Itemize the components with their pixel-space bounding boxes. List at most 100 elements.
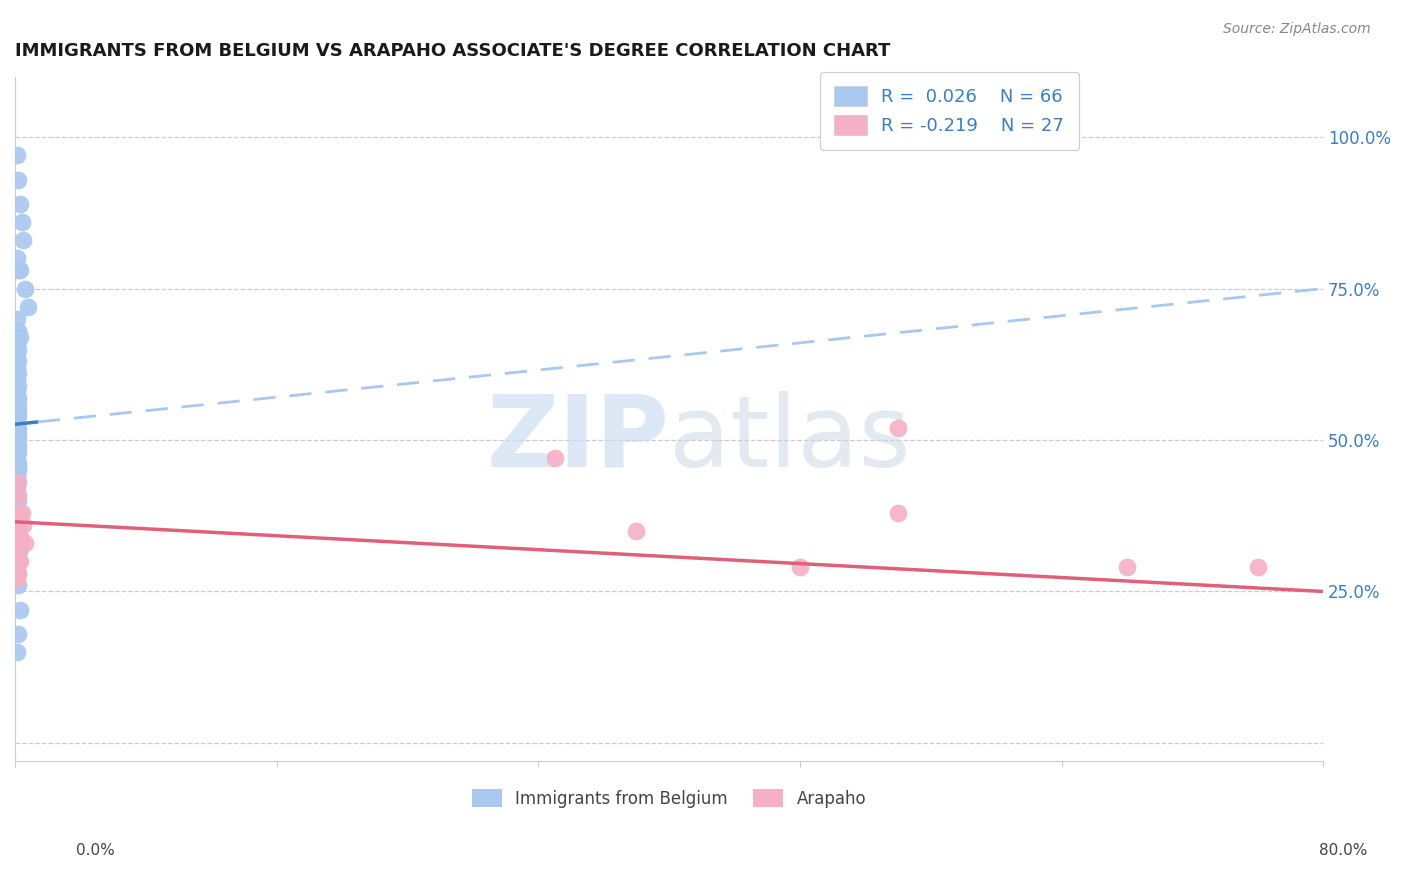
Point (10, 536, 32, 550)
Point (7, 536, 30, 550)
Point (11, 517, 34, 532)
Point (8, 506, 31, 520)
Point (7, 421, 30, 435)
Point (10, 506, 32, 520)
Point (6, 554, 28, 568)
Point (626, 524, 648, 538)
Point (8, 330, 31, 344)
Point (7, 439, 30, 453)
Point (6, 530, 28, 544)
Point (6, 415, 28, 429)
Point (6, 457, 28, 471)
Point (7, 475, 30, 490)
Text: atlas: atlas (669, 391, 911, 488)
Point (6, 427, 28, 442)
Point (8, 554, 31, 568)
Point (6, 252, 28, 266)
Point (1247, 560, 1270, 574)
Point (6, 482, 28, 496)
Point (6, 427, 28, 442)
Point (7, 354, 30, 368)
Point (887, 421, 910, 435)
Point (7, 554, 30, 568)
Point (7, 433, 30, 447)
Point (17, 300, 39, 314)
Point (6, 372, 28, 386)
Point (6, 463, 28, 477)
Point (1116, 560, 1139, 574)
Point (8, 196, 31, 211)
Point (7, 530, 30, 544)
Point (7, 627, 30, 641)
Point (6, 451, 28, 466)
Text: IMMIGRANTS FROM BELGIUM VS ARAPAHO ASSOCIATE'S DEGREE CORRELATION CHART: IMMIGRANTS FROM BELGIUM VS ARAPAHO ASSOC… (15, 42, 890, 60)
Point (6, 542, 28, 557)
Point (6, 566, 28, 581)
Legend: Immigrants from Belgium, Arapaho: Immigrants from Belgium, Arapaho (465, 782, 873, 814)
Point (6, 506, 28, 520)
Point (7, 391, 30, 405)
Point (7, 324, 30, 338)
Point (7, 445, 30, 459)
Point (6, 433, 28, 447)
Point (6, 469, 28, 483)
Point (11, 233, 34, 247)
Point (6, 391, 28, 405)
Point (14, 282, 37, 296)
Point (7, 378, 30, 392)
Text: Source: ZipAtlas.com: Source: ZipAtlas.com (1223, 22, 1371, 37)
Point (7, 457, 30, 471)
Point (8, 530, 31, 544)
Point (8, 542, 31, 557)
Point (7, 578, 30, 592)
Text: 0.0%: 0.0% (76, 843, 115, 858)
Point (7, 457, 30, 471)
Point (789, 560, 811, 574)
Point (7, 367, 30, 381)
Point (6, 348, 28, 362)
Point (8, 263, 31, 277)
Point (6, 475, 28, 490)
Point (6, 372, 28, 386)
Point (6, 433, 28, 447)
Point (6, 402, 28, 417)
Point (6, 573, 28, 587)
Point (7, 487, 30, 501)
Point (887, 506, 910, 520)
Point (7, 172, 30, 186)
Point (6, 421, 28, 435)
Point (7, 463, 30, 477)
Text: ZIP: ZIP (486, 391, 669, 488)
Point (6, 445, 28, 459)
Point (6, 336, 28, 351)
Point (6, 311, 28, 326)
Point (6, 524, 28, 538)
Point (6, 524, 28, 538)
Point (8, 536, 31, 550)
Point (6, 148, 28, 162)
Point (7, 427, 30, 442)
Point (7, 263, 30, 277)
Point (6, 566, 28, 581)
Point (7, 566, 30, 581)
Point (14, 536, 37, 550)
Point (7, 542, 30, 557)
Point (6, 384, 28, 399)
Point (8, 602, 31, 616)
Point (6, 451, 28, 466)
Point (6, 439, 28, 453)
Point (6, 469, 28, 483)
Point (6, 409, 28, 423)
Point (7, 409, 30, 423)
Point (7, 402, 30, 417)
Point (7, 342, 30, 356)
Point (7, 524, 30, 538)
Point (7, 493, 30, 508)
Point (6, 645, 28, 659)
Point (7, 397, 30, 411)
Point (10, 215, 32, 229)
Text: 80.0%: 80.0% (1319, 843, 1367, 858)
Point (543, 451, 565, 466)
Point (6, 360, 28, 375)
Point (6, 487, 28, 501)
